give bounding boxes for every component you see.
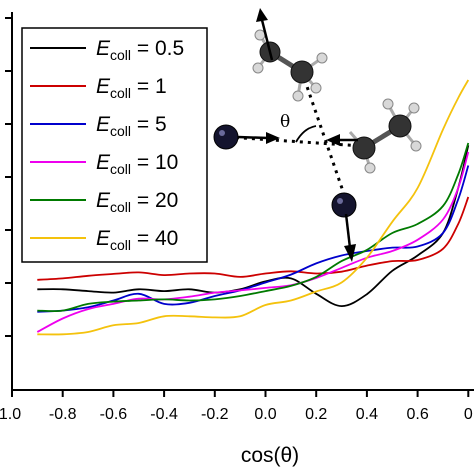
series-lines [36,79,470,336]
x-tick-label: -0.6 [100,406,128,423]
angle-arc [295,125,317,143]
x-tick-label: -0.2 [201,406,229,423]
arrow-head-icon [266,132,280,144]
legend-label: Ecoll = 40 [96,227,178,253]
velocity-arrow [237,135,269,140]
arrow-head-icon [256,8,268,22]
series-line-20 [37,142,470,313]
series-line-10 [36,151,470,333]
y-axis-ticks [5,17,12,337]
atom-sphere [331,192,357,218]
x-tick-label: 0.4 [356,406,378,423]
atom-sphere [213,124,239,150]
velocity-arrow [344,213,352,249]
x-tick-label: -0.8 [49,406,77,423]
series-line-0-5 [37,145,470,308]
carbon-atom [290,60,314,84]
series-line-5 [37,165,470,313]
hydrogen-atom [252,62,264,74]
arrow-head-icon [344,244,356,262]
carbon-atom [352,136,376,160]
legend-label: Ecoll = 5 [96,113,167,139]
carbon-atom [388,114,412,138]
atom-highlight [337,198,343,204]
x-tick-label: 1.0 [0,406,21,423]
x-axis-ticks: 1.0 -0.8 -0.6 -0.4 -0.2 0.0 0.2 0.4 0.6 0 [0,390,473,423]
hydrogen-atom [408,102,420,114]
legend-label: Ecoll = 0.5 [96,37,184,63]
series-line-40 [37,79,470,336]
arrow-head-icon [326,134,340,146]
dotted-bond-line [300,71,348,201]
molecule-inset: θ [213,8,422,262]
hydrogen-atom [382,98,394,110]
theta-label: θ [280,112,290,132]
x-tick-label: -0.4 [150,406,178,423]
velocity-arrow [260,19,274,61]
x-axis-label: cos(θ) [241,444,299,467]
x-tick-label: 0.2 [305,406,327,423]
hydrogen-atom [364,162,376,174]
hydrogen-atom [310,82,322,94]
hydrogen-atom [316,52,328,64]
atom-highlight [219,130,225,136]
legend-box [21,27,208,263]
legend-label: Ecoll = 20 [96,189,178,215]
hydrogen-atom [292,90,304,102]
legend-label: Ecoll = 1 [96,75,167,101]
x-tick-label: 0.0 [254,406,276,423]
legend: Ecoll = 0.5 Ecoll = 1 Ecoll = 5 Ecoll = 10 E… [21,27,208,263]
series-line-1 [37,196,470,281]
legend-label: Ecoll = 10 [96,151,178,177]
x-tick-label: 0 [464,406,473,423]
hydrogen-atom [254,29,266,41]
hydrogen-atom [410,140,422,152]
x-tick-label: 0.6 [406,406,428,423]
legend-entries: Ecoll = 0.5 Ecoll = 1 Ecoll = 5 Ecoll = 10 E… [30,37,184,253]
